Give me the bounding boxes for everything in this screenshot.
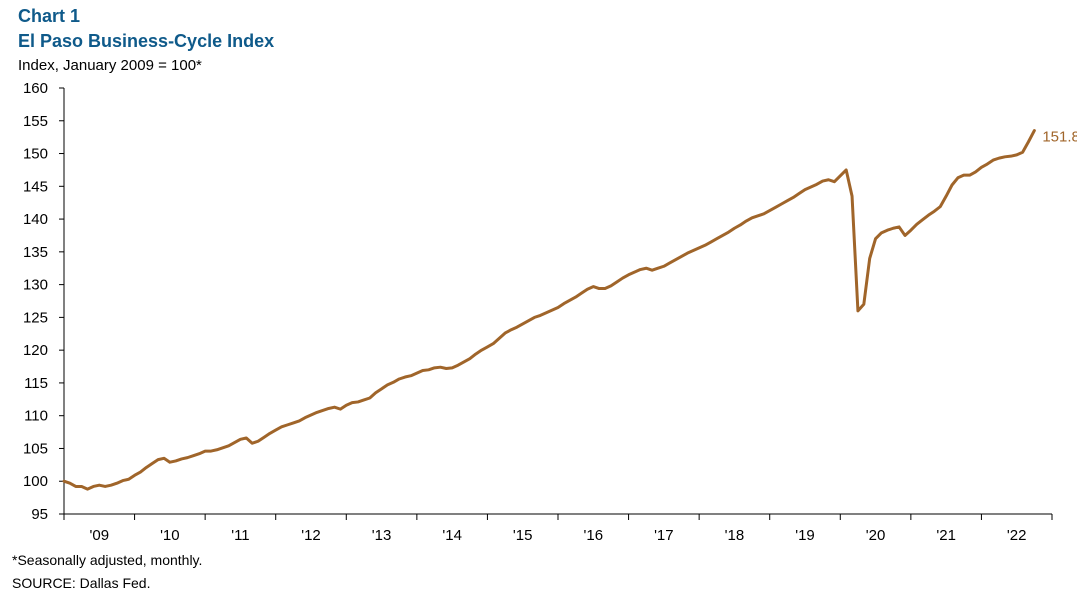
series-line: [62, 129, 1036, 491]
y-tick-labels: 95 100 105 110 115 120 125 130 135 140 145 150 155 16…: [23, 80, 48, 523]
x-tick-label: '13: [372, 527, 392, 544]
chart-subtitle: Index, January 2009 = 100*: [18, 57, 202, 74]
x-tick-label: '15: [513, 527, 533, 544]
y-tick-label: 120: [23, 342, 48, 359]
y-tick-label: 110: [24, 408, 48, 425]
x-tick-label: '18: [725, 527, 745, 544]
y-tick-label: 135: [23, 244, 48, 261]
x-tick-label: '20: [866, 527, 886, 544]
y-tick-label: 140: [23, 211, 48, 228]
x-tick-label: '09: [90, 527, 110, 544]
y-tick-label: 155: [23, 113, 48, 130]
y-tick-label: 125: [23, 309, 48, 326]
x-tick-label: '14: [442, 527, 462, 544]
y-tick-label: 145: [23, 178, 48, 195]
x-tick-label: '16: [584, 527, 604, 544]
x-tick-label: '10: [160, 527, 180, 544]
x-tick-label: '21: [936, 527, 956, 544]
y-tick-label: 105: [23, 440, 48, 457]
chart-number: Chart 1: [18, 6, 81, 26]
source-note: SOURCE: Dallas Fed.: [12, 575, 151, 591]
footnote: *Seasonally adjusted, monthly.: [12, 552, 203, 568]
x-tick-labels: '09 '10 '11 '12 '13 '14 '15 '16 '17 '18 '19 '20 '21 '…: [90, 527, 1027, 544]
y-tick-label: 130: [23, 277, 48, 294]
y-tick-label: 150: [23, 146, 48, 163]
chart-axes: [59, 87, 1053, 520]
end-value-label: 151.8: [1042, 129, 1077, 146]
y-tick-label: 100: [23, 473, 48, 490]
y-tick-label: 115: [24, 375, 48, 392]
chart-title: El Paso Business-Cycle Index: [18, 31, 275, 51]
x-tick-label: '22: [1007, 527, 1027, 544]
x-tick-label: '19: [795, 527, 815, 544]
x-tick-label: '11: [231, 527, 249, 544]
x-tick-label: '17: [654, 527, 674, 544]
y-tick-label: 160: [23, 80, 48, 97]
y-tick-label: 95: [31, 506, 48, 523]
x-tick-label: '12: [301, 527, 321, 544]
